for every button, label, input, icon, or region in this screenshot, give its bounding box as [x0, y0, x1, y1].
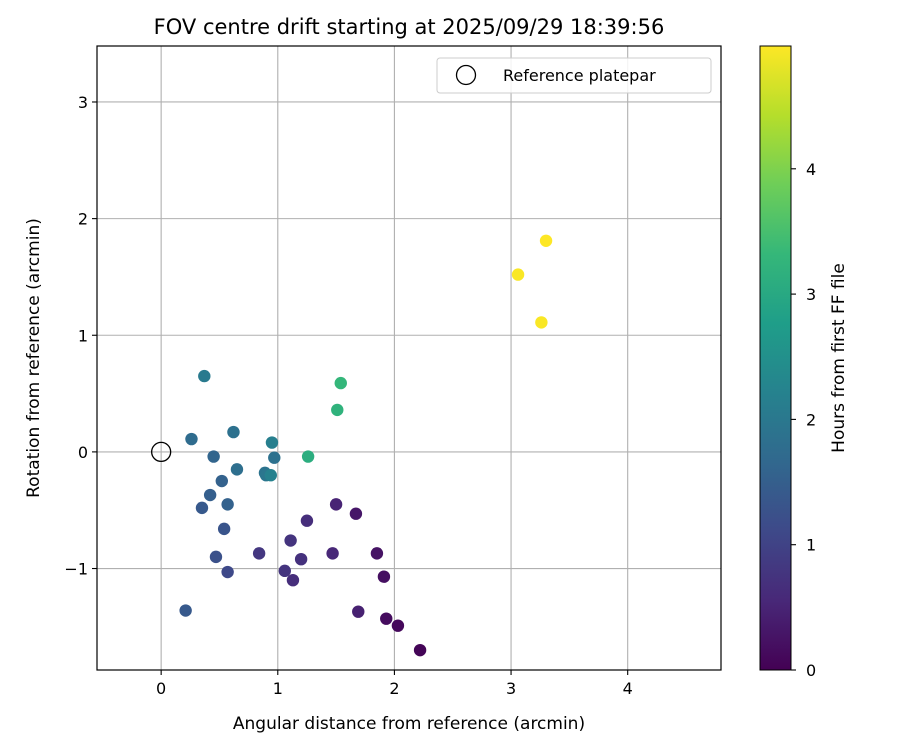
y-axis-ticks: −1 0 1 2 3 [64, 93, 97, 579]
plot-background [97, 46, 721, 670]
x-tick-label: 1 [273, 679, 283, 698]
scatter-point [265, 436, 279, 449]
chart-title: FOV centre drift starting at 2025/09/29 … [154, 15, 665, 39]
scatter-point [377, 570, 391, 583]
scatter-point [185, 432, 198, 446]
scatter-point [217, 522, 231, 536]
y-tick-label: 3 [78, 93, 88, 112]
colorbar-tick-label: 1 [806, 536, 816, 555]
colorbar-tick-label: 2 [806, 410, 816, 429]
scatter-point [535, 316, 548, 329]
colorbar-tick-label: 3 [806, 285, 816, 304]
scatter-point [215, 474, 228, 488]
scatter-point [252, 547, 266, 560]
scatter-point [268, 451, 281, 464]
scatter-point [370, 547, 384, 560]
scatter-point [334, 376, 347, 390]
scatter-point [331, 403, 344, 417]
scatter-point [198, 369, 211, 383]
scatter-point [221, 565, 234, 579]
scatter-point [264, 469, 277, 482]
scatter-point [539, 234, 553, 247]
scatter-point [230, 463, 244, 476]
scatter-point [326, 547, 339, 560]
scatter-point [286, 573, 300, 587]
scatter-point [284, 534, 297, 547]
colorbar-gradient [759, 45, 792, 671]
scatter-point [195, 501, 209, 515]
scatter-point [413, 643, 427, 657]
y-tick-label: 1 [78, 326, 88, 345]
colorbar-ticks: 0 1 2 3 4 [791, 160, 816, 680]
scatter-point [349, 507, 363, 520]
legend-marker [455, 64, 477, 86]
plot-frame [96, 45, 722, 671]
grid [97, 46, 721, 670]
y-axis-label: Rotation from reference (arcmin) [24, 218, 44, 498]
colorbar: 0 1 2 3 4 Hours from first FF file [759, 45, 849, 680]
reference-point-marker [150, 441, 172, 463]
scatter-point [352, 605, 365, 618]
scatter-point [301, 450, 315, 463]
x-tick-label: 0 [156, 679, 166, 698]
scatter-point [511, 268, 525, 281]
y-tick-label: 0 [78, 443, 88, 462]
colorbar-tick-label: 0 [806, 661, 816, 680]
scatter-point [294, 552, 308, 566]
scatter-point [380, 612, 393, 625]
x-tick-label: 3 [506, 679, 516, 698]
scatter-point [278, 564, 291, 578]
scatter-point [227, 425, 240, 439]
x-axis-ticks: 0 1 2 3 4 [156, 670, 633, 698]
x-tick-label: 2 [389, 679, 399, 698]
legend-box [436, 57, 712, 94]
y-tick-label: −1 [64, 560, 88, 579]
scatter-point [179, 604, 192, 617]
colorbar-label: Hours from first FF file [829, 263, 849, 453]
scatter-point [300, 514, 314, 527]
scatter-points [179, 234, 553, 657]
scatter-point [207, 450, 220, 463]
scatter-point [203, 488, 217, 502]
x-tick-label: 4 [623, 679, 633, 698]
scatter-point [391, 619, 405, 632]
legend: Reference platepar [436, 57, 712, 94]
scatter-point [221, 498, 234, 511]
y-tick-label: 2 [78, 210, 88, 229]
x-axis-label: Angular distance from reference (arcmin) [233, 714, 585, 734]
legend-label: Reference platepar [503, 66, 656, 85]
colorbar-tick-label: 4 [806, 160, 816, 179]
scatter-point [329, 498, 343, 511]
scatter-point [209, 550, 223, 564]
